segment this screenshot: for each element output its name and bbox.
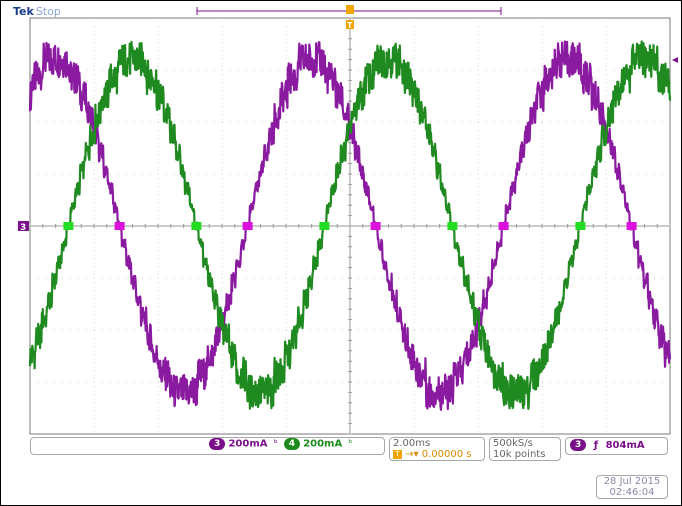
trigger-level-arrow [672,57,678,63]
zero-crossing-marker [447,222,458,230]
ch4-bw-icon: ᵇ [348,439,353,449]
display-markers: 3T [18,5,678,233]
ch3-bw-icon: ᵇ [273,439,278,449]
zero-crossing-marker [626,222,637,230]
zero-crossing-marker [575,222,586,230]
trigger-position-marker [346,5,354,14]
trigger-delay-icon: T [393,449,402,459]
zero-crossing-marker [191,222,202,230]
acquisition-readout[interactable]: 500kS/s 10k points [489,437,561,461]
zero-crossing-marker [242,222,253,230]
trigger-source-badge: 3 [570,439,587,451]
date-time-readout: 28 Jul 2015 02:46:04 [596,475,668,499]
trigger-readout[interactable]: 3 ƒ 804mA [565,437,668,455]
trace-ch4 [28,40,672,410]
trigger-position-icon [346,20,354,29]
time-text: 02:46:04 [609,487,655,498]
ch4-scale: 200mA [303,438,343,450]
channel-readout-bar[interactable]: 3 200mA ᵇ 4 200mA ᵇ [30,437,385,455]
brand-label: Tek Stop [13,5,61,18]
date-text: 28 Jul 2015 [603,476,661,487]
record-length: 10k points [493,449,546,460]
ground-marker-label: 3 [20,223,26,233]
timebase-readout[interactable]: 2.00ms T →▾ 0.00000 s [389,437,485,461]
trigger-level: 804mA [605,440,645,451]
trigger-position-label: T [347,21,353,30]
waveform-traces [28,40,672,411]
zero-crossing-marker [63,222,74,230]
zero-crossing-marker [498,222,509,230]
timebase-per-div: 2.00ms [393,438,431,449]
zero-crossing-marker [319,222,330,230]
timebase-delay-row: T →▾ 0.00000 s [393,449,481,460]
ch3-badge[interactable]: 3 [209,438,226,450]
zero-crossing-marker [370,222,381,230]
brand-name: Tek [13,5,34,18]
acquisition-state: Stop [35,5,61,18]
ground-marker [18,221,29,231]
zero-crossing-marker [114,222,125,230]
trigger-slope-icon: ƒ [593,440,599,451]
sample-rate: 500kS/s [493,438,533,449]
graticule [29,17,671,435]
ch3-scale: 200mA [228,438,268,450]
ch4-badge[interactable]: 4 [283,438,300,450]
timebase-delay: 0.00000 s [421,449,472,460]
